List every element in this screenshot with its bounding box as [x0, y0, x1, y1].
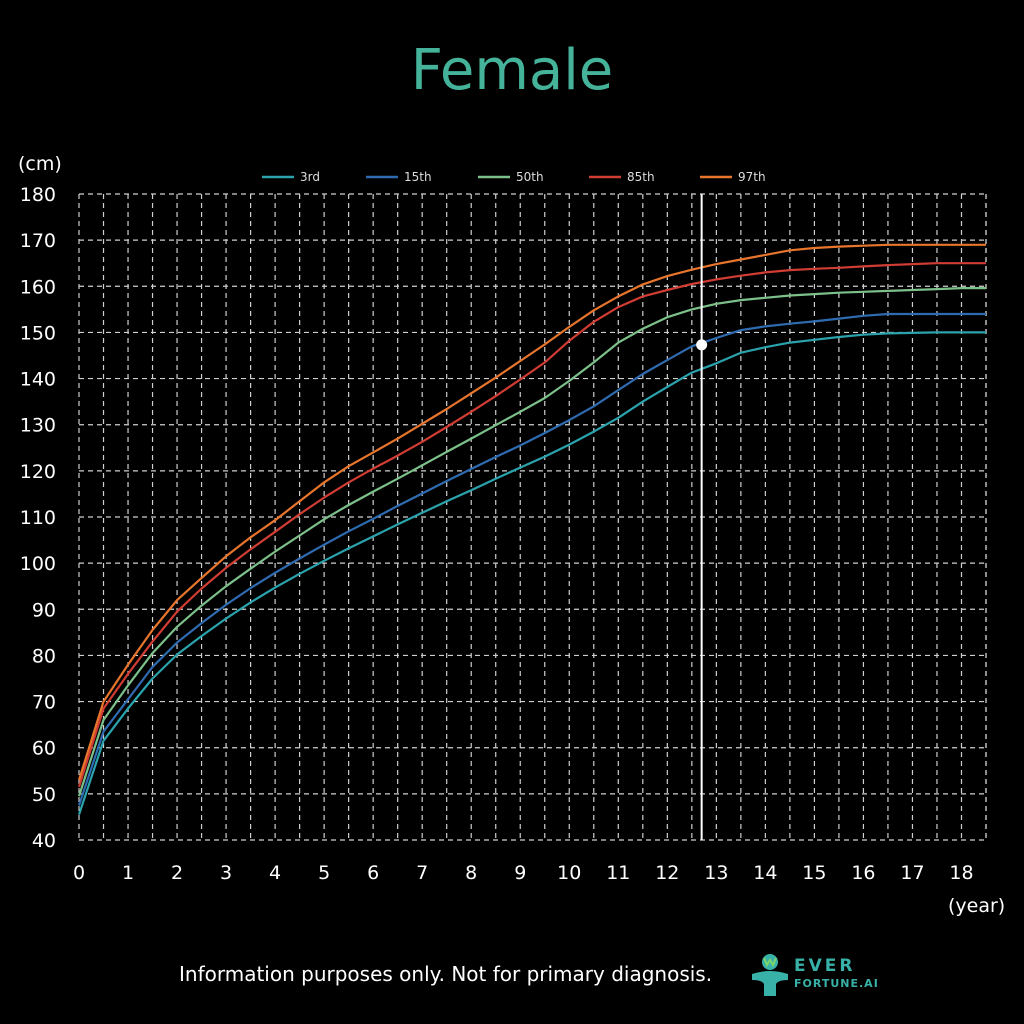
legend-label-3rd: 3rd [300, 170, 320, 184]
x-tick-label: 9 [514, 862, 526, 884]
x-axis: 0 1 2 3 4 5 6 7 8 9 10 11 12 13 14 15 16 17 18 [73, 862, 974, 884]
x-tick-label: 2 [171, 862, 183, 884]
disclaimer-text: Information purposes only. Not for prima… [179, 962, 713, 986]
y-tick-label: 50 [32, 784, 56, 806]
y-tick-label: 70 [32, 692, 56, 714]
legend: 3rd 15th 50th 85th 97th [262, 170, 766, 184]
x-axis-label: (year) [948, 895, 1005, 917]
x-tick-label: 1 [122, 862, 134, 884]
x-tick-label: 17 [900, 862, 924, 884]
x-tick-label: 13 [704, 862, 728, 884]
y-axis: 40 50 60 70 80 90 100 110 120 130 140 150 160 170 180 [20, 184, 56, 852]
x-tick-label: 11 [606, 862, 630, 884]
chart-grid [78, 193, 987, 841]
x-tick-label: 7 [416, 862, 428, 884]
chart-series [77, 243, 986, 815]
reference-marker-group [696, 194, 708, 840]
y-tick-label: 110 [20, 507, 56, 529]
y-tick-label: 60 [32, 738, 56, 760]
logo-text-top: EVER [794, 956, 856, 976]
series-line-15th [77, 312, 986, 806]
legend-label-85th: 85th [627, 170, 655, 184]
y-tick-label: 170 [20, 230, 56, 252]
y-tick-label: 150 [20, 322, 56, 344]
x-tick-label: 16 [851, 862, 875, 884]
x-tick-label: 6 [367, 862, 379, 884]
x-tick-label: 18 [949, 862, 973, 884]
x-tick-label: 3 [220, 862, 232, 884]
chart-title: Female [410, 38, 614, 103]
x-tick-label: 14 [753, 862, 777, 884]
series-line-97th [77, 243, 986, 781]
x-tick-label: 10 [557, 862, 581, 884]
current-height-marker [696, 339, 708, 351]
series-line-85th [77, 262, 986, 788]
x-tick-label: 0 [73, 862, 85, 884]
y-tick-label: 100 [20, 553, 56, 575]
y-tick-label: 80 [32, 645, 56, 667]
x-tick-label: 12 [655, 862, 679, 884]
x-tick-label: 5 [318, 862, 330, 884]
legend-label-15th: 15th [404, 170, 432, 184]
series-line-3rd [77, 331, 986, 815]
legend-label-50th: 50th [516, 170, 544, 184]
x-tick-label: 15 [802, 862, 826, 884]
y-tick-label: 180 [20, 184, 56, 206]
y-tick-label: 160 [20, 276, 56, 298]
y-tick-label: 40 [32, 830, 56, 852]
y-tick-label: 90 [32, 599, 56, 621]
x-tick-label: 8 [465, 862, 477, 884]
y-tick-label: 120 [20, 461, 56, 483]
x-tick-label: 4 [269, 862, 281, 884]
legend-label-97th: 97th [738, 170, 766, 184]
logo-text-bottom: FORTUNE.AI [794, 977, 879, 990]
y-tick-label: 140 [20, 369, 56, 391]
y-axis-label: (cm) [18, 153, 62, 175]
everfortune-logo: EVER FORTUNE.AI [750, 952, 880, 1000]
series-line-50th [77, 287, 986, 797]
y-tick-label: 130 [20, 415, 56, 437]
logo-icon [752, 954, 788, 996]
